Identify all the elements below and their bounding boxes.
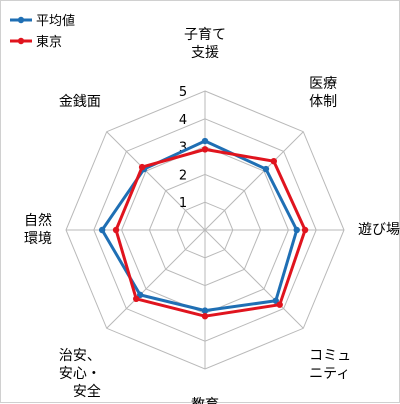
data-point-1-2 [301,226,309,234]
data-point-0-2 [293,226,300,234]
axis-label-line: 子育て [184,27,226,43]
data-point-0-0 [201,137,209,145]
data-point-1-4 [201,312,209,320]
tick-label-5: 5 [179,85,187,100]
data-point-0-5 [136,291,144,299]
axis-label-line: 安全 [73,383,101,400]
axis-label-line: 治安、 [59,348,101,364]
data-point-0-3 [272,297,279,304]
axis-label-5: 治安、安心・安全 [59,348,101,400]
data-point-1-6 [112,226,120,234]
axis-label-line: 遊び場 [358,222,400,238]
legend-item-1: 東京 [10,34,62,50]
axis-label-line: 医療 [309,75,337,92]
legend-swatch-marker [17,16,25,24]
legend-swatch-marker [17,37,25,45]
series-0 [98,137,300,314]
tick-label-2: 2 [179,168,187,183]
series-1 [112,146,309,320]
axis-label-line: 環境 [24,231,52,247]
legend-label: 平均値 [36,13,75,29]
axis-label-line: 支援 [191,45,219,61]
tick-label-1: 1 [179,196,187,211]
data-point-0-1 [262,165,270,173]
grid [65,90,345,370]
data-point-1-3 [276,301,283,308]
axis-label-2: 遊び場 [358,222,400,238]
data-point-1-1 [270,158,277,165]
series [98,137,309,320]
axis-label-line: ニティ [309,366,350,382]
spoke-1 [204,131,304,231]
axis-label-7: 金銭面 [59,94,101,110]
legend-item-0: 平均値 [10,13,75,29]
data-point-1-5 [133,295,140,302]
tick-label-4: 4 [179,113,187,128]
axis-label-line: 体制 [309,94,337,110]
tick-label-3: 3 [179,141,187,156]
data-point-1-0 [201,146,209,153]
spoke-7 [106,131,206,231]
data-point-0-6 [98,226,106,234]
spoke-3 [204,229,304,329]
data-point-0-4 [201,307,209,314]
data-point-1-7 [138,163,146,171]
legend-label: 東京 [36,34,62,50]
axis-label-line: 教育 [191,397,219,404]
axis-label-4: 教育 [191,397,219,404]
spoke-5 [106,229,206,329]
axis-label-line: 金銭面 [59,94,101,110]
axis-label-line: 安心・ [59,366,101,382]
axis-label-line: 自然 [24,212,52,229]
axis-label-line: コミュ [309,348,351,364]
tick-labels: 1 2 3 4 5 [179,85,187,211]
